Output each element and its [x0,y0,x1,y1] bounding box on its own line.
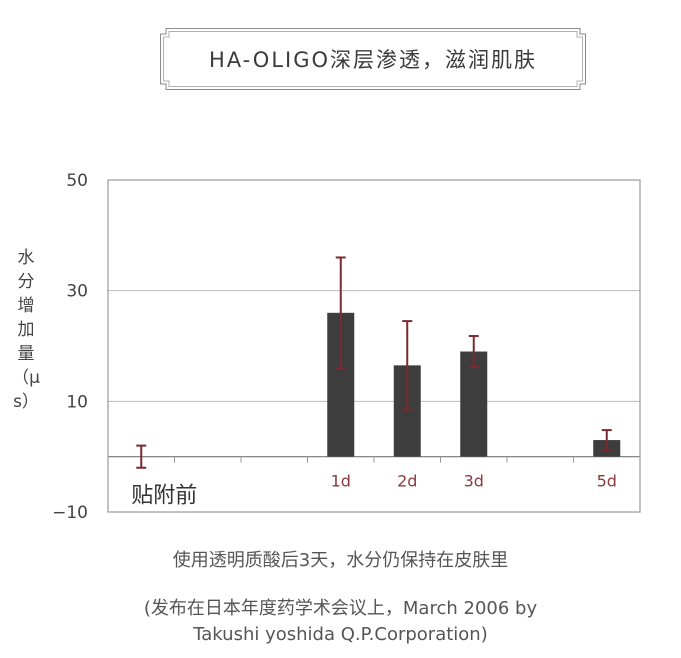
chart-caption: 使用透明质酸后3天，水分仍保持在皮肤里 [172,550,509,571]
y-axis-label: 水分增加量（μs） [12,248,40,412]
chart-title: HA-OLIGO深层渗透，滋润肌肤 [208,48,538,72]
y-tick-label: 10 [66,392,88,412]
y-tick-label: 30 [66,282,88,302]
bar-chart: −10 10 30 50 贴附前 1d 2d 3d 5d [52,171,641,523]
x-tick-label: 2d [397,472,417,491]
bar [460,351,488,457]
source-line-2: Takushi yoshida Q.P.Corporation) [193,624,488,645]
source-note: (发布在日本年度药学术会议上，March 2006 by Takushi yos… [0,596,681,648]
title-frame-border [160,28,586,90]
y-tick-label: −10 [52,503,88,523]
plot-frame [107,179,641,513]
source-line-1: (发布在日本年度药学术会议上，March 2006 by [143,598,538,619]
x-tick-label: 1d [331,472,351,491]
y-tick-label: 50 [66,171,88,191]
title-frame: HA-OLIGO深层渗透，滋润肌肤 [160,28,586,90]
x-tick-label: 贴附前 [131,484,197,509]
x-tick-label: 3d [464,472,484,491]
x-tick-label: 5d [597,472,617,491]
